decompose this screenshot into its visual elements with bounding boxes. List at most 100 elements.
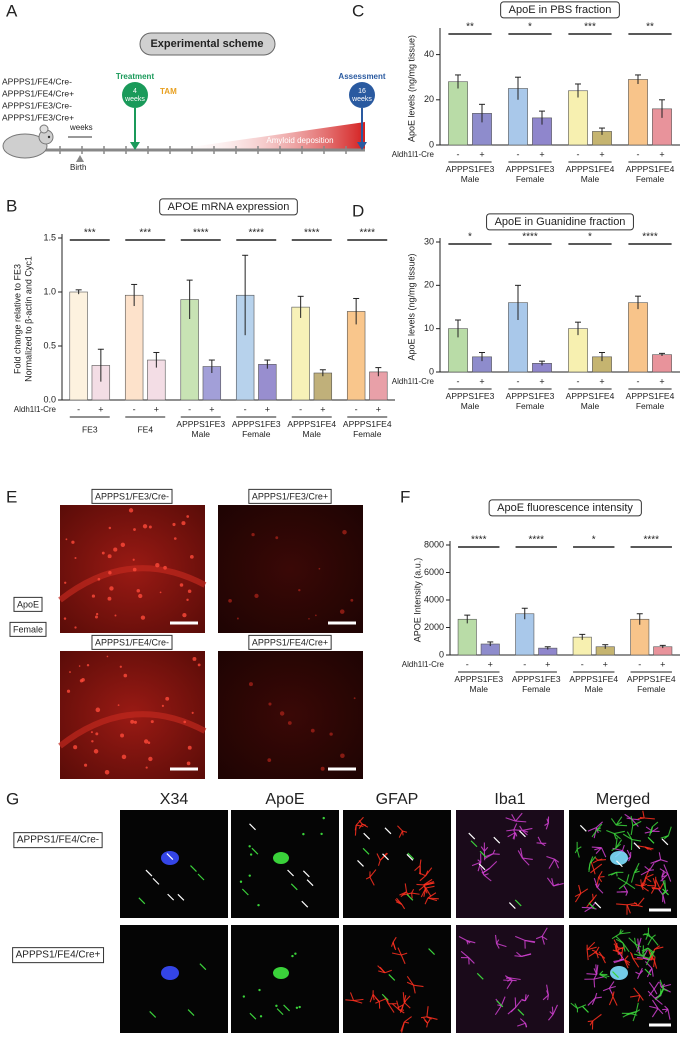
cell-process (645, 873, 654, 879)
cell-process (586, 941, 596, 951)
cell-process (458, 935, 467, 942)
cell-process (586, 946, 597, 951)
cell-process (651, 937, 659, 946)
cell-process (580, 888, 589, 894)
cell-process (377, 860, 381, 866)
significance-label: **** (359, 228, 375, 239)
x-tick-label: APPPS1FE4 Female (626, 391, 675, 411)
signal-spot (142, 524, 148, 529)
signal-spot (298, 588, 301, 592)
pointer-arrow (382, 853, 389, 861)
signal-spot (353, 697, 356, 700)
y-axis-label: ApoE levels (ng/mg tissue) (406, 253, 416, 360)
cell-process (356, 824, 364, 827)
cell-process (586, 898, 594, 908)
cell-process (596, 823, 603, 831)
chart-title: ApoE fluorescence intensity (497, 502, 633, 514)
cell-process (398, 830, 403, 838)
signal-spot (121, 754, 127, 760)
cell-process (541, 935, 548, 941)
cell-process (574, 892, 582, 898)
signal-spot (155, 563, 160, 568)
cell-process (623, 885, 629, 893)
signal-spot (320, 832, 323, 836)
cell-process (595, 996, 602, 999)
cell-process (587, 1020, 593, 1023)
row-label: APPPS1/FE4/Cre- (17, 835, 99, 846)
assessment-label: Assessment (338, 72, 385, 81)
cell-process (553, 882, 564, 887)
cell-process (384, 969, 392, 974)
cell-process (419, 859, 422, 866)
signal-spot (133, 528, 136, 531)
cell-process (397, 825, 403, 832)
cell-process (662, 894, 666, 904)
time-unit: weeks (69, 123, 93, 132)
cell-process (420, 1016, 427, 1019)
cre-sign: - (581, 659, 584, 669)
cell-process (592, 1013, 602, 1022)
cell-process (541, 842, 546, 847)
cell-process (506, 980, 513, 990)
pointer-arrow (166, 853, 174, 861)
signal-spot (186, 761, 191, 766)
cell-process (400, 954, 406, 965)
micrograph (218, 651, 363, 779)
cell-process (621, 844, 625, 851)
significance-label: **** (643, 535, 659, 546)
signal-spot (239, 880, 243, 883)
cell-process (667, 873, 672, 882)
cell-process (349, 992, 355, 1001)
cell-process (622, 833, 633, 840)
cell-process (375, 1000, 380, 1004)
signal-spot (242, 995, 246, 998)
cell-process (615, 935, 624, 944)
cell-process (648, 967, 653, 973)
sex-label: Female (13, 624, 43, 634)
cell-process (406, 975, 414, 986)
x-tick-label: APPPS1FE4 Male (566, 391, 615, 411)
cell-process (630, 872, 635, 883)
cre-sign: + (659, 149, 664, 159)
x-tick-label: FE3 (82, 424, 98, 434)
signal-spot (298, 1005, 301, 1009)
cre-sign: + (154, 404, 159, 414)
signal-spot (79, 679, 84, 683)
cell-process (570, 1002, 578, 1009)
cell-process (517, 850, 523, 859)
cell-process (485, 853, 494, 858)
cell-process (546, 877, 554, 887)
bar (652, 354, 672, 373)
cell-process (606, 829, 615, 835)
cre-sign: + (660, 659, 665, 669)
cell-process (614, 945, 617, 951)
cell-process (426, 1023, 429, 1028)
cell-process (427, 1018, 431, 1024)
cre-sign: - (188, 404, 191, 414)
cell-process (608, 987, 613, 994)
signal-spot (113, 547, 118, 552)
pointer-arrow (306, 879, 314, 887)
cell-process (419, 875, 427, 882)
cell-process (608, 871, 617, 876)
cre-sign: - (517, 149, 520, 159)
signal-spot (251, 533, 255, 537)
cell-process (396, 1000, 400, 1011)
cell-process (524, 939, 536, 944)
significance-label: **** (193, 228, 209, 239)
label-box (91, 634, 173, 650)
cell-process (593, 979, 596, 988)
signal-spot (148, 525, 152, 529)
cell-process (633, 958, 643, 960)
cell-process (504, 975, 513, 981)
x-tick-label: APPPS1FE3 Male (176, 419, 225, 439)
cell-process (515, 820, 527, 823)
stain-label: ApoE (17, 599, 39, 609)
pointer-arrow (384, 827, 392, 835)
cell-process (574, 893, 582, 903)
cell-process (416, 883, 426, 886)
cell-process (647, 937, 653, 946)
cell-process (597, 887, 604, 894)
cell-process (625, 874, 630, 884)
cre-sign: + (376, 404, 381, 414)
